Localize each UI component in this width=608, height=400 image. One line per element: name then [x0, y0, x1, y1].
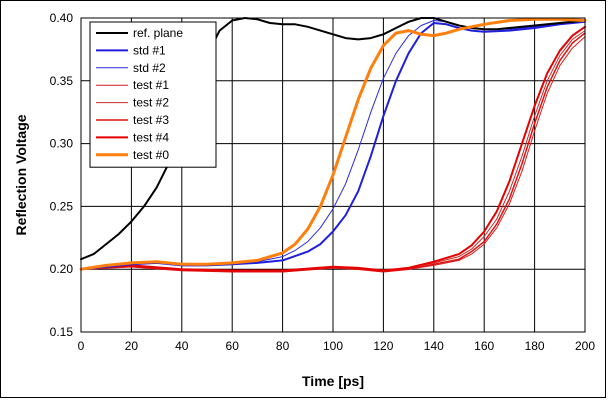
- legend-label-test-1: test #1: [133, 78, 169, 92]
- x-tick-label: 180: [525, 339, 545, 353]
- y-tick-labels: 0.15 0.20 0.25 0.30 0.35 0.40: [50, 11, 74, 339]
- y-tick-label: 0.25: [50, 199, 74, 213]
- legend-label-test-2: test #2: [133, 96, 169, 110]
- plot-area-border: [80, 17, 586, 333]
- legend-label-test-0: test #0: [133, 148, 169, 162]
- x-tick-label: 160: [474, 339, 494, 353]
- x-tick-label: 120: [373, 339, 393, 353]
- x-tick-label: 100: [323, 339, 343, 353]
- x-tick-label: 20: [125, 339, 139, 353]
- y-axis-title: Reflection Voltage: [13, 114, 29, 235]
- x-tick-label: 0: [78, 339, 85, 353]
- x-tick-label: 80: [276, 339, 290, 353]
- y-tick-label: 0.35: [50, 74, 74, 88]
- x-axis-title: Time [ps]: [302, 373, 364, 389]
- series-lines: [79, 17, 587, 273]
- series-line-test-4: [80, 25, 586, 272]
- legend-label-ref-plane: ref. plane: [133, 26, 183, 40]
- legend-label-test-4: test #4: [133, 130, 169, 144]
- legend-box: [89, 21, 217, 168]
- series-line-ref-plane: [80, 17, 586, 261]
- x-tick-label: 40: [175, 339, 189, 353]
- legend-label-test-3: test #3: [133, 113, 169, 127]
- y-tick-label: 0.15: [50, 325, 74, 339]
- series-line-test-0: [79, 17, 587, 271]
- x-tick-label: 140: [424, 339, 444, 353]
- legend: ref. plane std #1 std #2 test #1 test #2 test…: [89, 21, 217, 168]
- y-tick-label: 0.40: [50, 11, 74, 25]
- x-tick-label: 60: [226, 339, 240, 353]
- y-tick-label: 0.30: [50, 137, 74, 151]
- y-tick-label: 0.20: [50, 262, 74, 276]
- legend-label-std-1: std #1: [133, 43, 166, 57]
- x-tick-label: 200: [575, 339, 595, 353]
- series-line-test-3: [80, 32, 586, 273]
- legend-label-std-2: std #2: [133, 61, 166, 75]
- x-tick-labels: 0 20 40 60 80 100 120 140 160 180 200: [78, 339, 596, 353]
